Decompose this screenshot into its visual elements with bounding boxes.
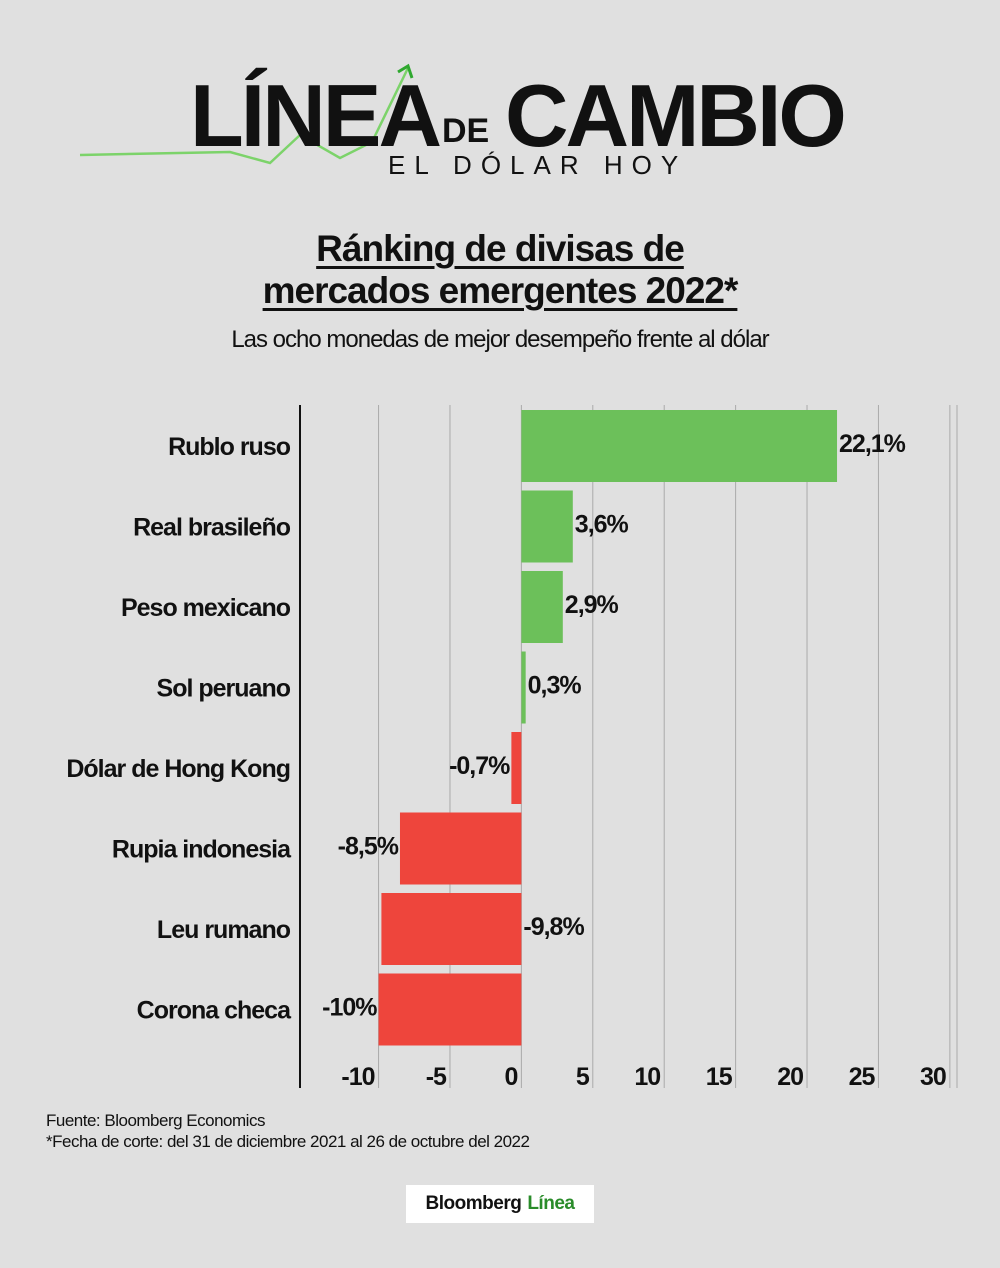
data-label: -9,8% <box>523 913 584 941</box>
chart-title-line1: Ránking de divisas de <box>316 228 685 269</box>
x-tick-label: -5 <box>426 1063 447 1091</box>
brand-accent: Línea <box>527 1193 575 1214</box>
data-label: 0,3% <box>528 672 582 700</box>
bar <box>378 973 522 1046</box>
data-label: -10% <box>322 994 377 1022</box>
x-tick-label: 5 <box>576 1063 590 1091</box>
trend-line-icon <box>79 63 414 165</box>
bar <box>521 651 526 724</box>
data-label: -0,7% <box>449 752 510 780</box>
source-note: Fuente: Bloomberg Economics <box>46 1111 265 1130</box>
logo: LÍNEA DE CAMBIO EL DÓLAR HOY <box>0 0 1000 200</box>
brand-main: Bloomberg <box>425 1193 522 1214</box>
bar <box>521 410 838 482</box>
bar <box>399 812 522 885</box>
chart-subtitle: Las ocho monedas de mejor desempeño fren… <box>231 326 769 353</box>
category-label: Corona checa <box>137 997 292 1025</box>
footnotes: Fuente: Bloomberg Economics *Fecha de co… <box>46 1110 530 1152</box>
x-tick-label: 20 <box>777 1063 803 1091</box>
bar <box>521 571 563 643</box>
bar-chart: Rublo ruso 22,1% Real brasileño 3,6% Peso me… <box>66 405 958 1091</box>
category-label: Real brasileño <box>133 514 291 542</box>
x-tick-label: 15 <box>706 1063 733 1091</box>
category-label: Rupia indonesia <box>112 836 292 864</box>
category-label: Rublo ruso <box>168 433 291 461</box>
bar <box>521 490 573 563</box>
category-label: Sol peruano <box>157 675 291 703</box>
logo-subtitle: EL DÓLAR HOY <box>388 150 688 180</box>
logo-word-cambio: CAMBIO <box>505 66 847 165</box>
x-tick-label: -10 <box>341 1063 374 1091</box>
logo-word-linea: LÍNEA <box>190 66 442 165</box>
logo-word-de: DE <box>442 112 490 150</box>
date-note: *Fecha de corte: del 31 de diciembre 202… <box>46 1132 530 1151</box>
x-tick-label: 0 <box>504 1063 517 1091</box>
data-label: 22,1% <box>839 430 906 458</box>
x-tick-label: 25 <box>849 1063 876 1091</box>
category-label: Dólar de Hong Kong <box>66 755 290 783</box>
data-label: -8,5% <box>338 833 399 861</box>
bar <box>511 732 522 804</box>
x-tick-label: 30 <box>920 1063 946 1091</box>
data-label: 3,6% <box>575 511 629 539</box>
category-label: Peso mexicano <box>121 594 291 622</box>
category-label: Leu rumano <box>157 916 291 944</box>
x-tick-label: 10 <box>634 1063 660 1091</box>
chart-title-line2: mercados emergentes 2022* <box>262 270 739 311</box>
brand-logo: Bloomberg Línea <box>406 1185 594 1223</box>
bar <box>381 893 522 965</box>
data-label: 2,9% <box>565 591 619 619</box>
